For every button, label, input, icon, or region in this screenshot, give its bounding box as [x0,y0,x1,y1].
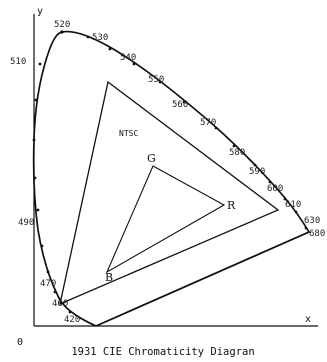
wavelength-label-470: 470 [40,279,56,289]
wavelength-label-560: 560 [172,100,188,110]
vertex-b-label: B [105,271,113,284]
wavelength-label-680: 680 [309,229,325,239]
vertex-g-label: G [147,152,156,165]
wavelength-label-420: 420 [64,315,80,325]
locus-dots [32,30,308,314]
purple-line [95,231,310,327]
wavelength-label-590: 590 [249,167,265,177]
wavelength-label-630: 630 [304,216,320,226]
vertex-r-label: R [227,199,236,212]
wavelength-label-490: 490 [18,218,34,228]
wavelength-label-460: 460 [52,299,68,309]
spectral-locus [32,30,311,327]
x-axis-label: x [305,314,311,325]
inner-rgb-triangle [105,165,226,274]
wavelength-label-580: 580 [229,148,245,158]
y-axis-label: y [37,6,43,17]
ntsc-label: NTSC [119,129,138,138]
wavelength-label-550: 550 [148,75,164,85]
wavelength-label-530: 530 [92,33,108,43]
diagram-caption: 1931 CIE Chromaticity Diagran [71,346,254,358]
wavelength-label-520: 520 [54,20,70,30]
wavelength-label-570: 570 [200,118,216,128]
wavelength-label-600: 600 [267,184,283,194]
origin-label: 0 [17,337,23,348]
ntsc-gamut-triangle [59,80,280,306]
wavelength-label-610: 610 [285,200,301,210]
wavelength-label-540: 540 [120,53,136,63]
wavelength-label-510: 510 [10,57,26,67]
wavelength-labels: 520 530 540 550 560 570 580 590 600 610 … [10,20,325,325]
